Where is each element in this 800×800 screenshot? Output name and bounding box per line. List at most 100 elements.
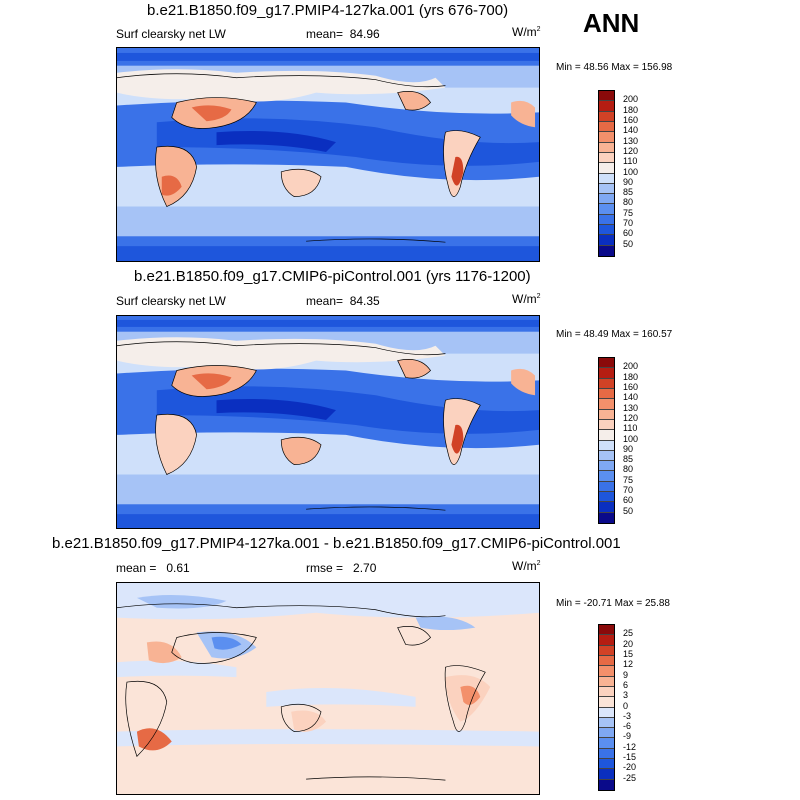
panel3-rmse-label: rmse = — [306, 561, 344, 575]
panel2-units-text: W/m — [512, 292, 537, 306]
panel3-min-label: Min = — [556, 598, 581, 609]
panel3-map — [116, 582, 540, 795]
panel2-colorbar-swatch — [599, 388, 614, 400]
panel1-colorbar-swatch — [599, 245, 614, 256]
panel1-mean-value: 84.96 — [349, 27, 380, 41]
panel1-colorbar-tick-label: 80 — [623, 197, 634, 208]
panel2-mean-value: 84.35 — [349, 294, 380, 308]
panel3-max-label: Max = — [614, 598, 643, 609]
panel3-colorbar-tick-label: -12 — [623, 741, 637, 752]
panel3-colorbar-tick-label: -20 — [623, 762, 637, 773]
panel2-mean-label: mean= — [306, 294, 344, 308]
panel2-colorbar-swatch — [599, 492, 614, 503]
panel2-colorbar-tick-label: 75 — [623, 474, 634, 485]
panel1-colorbar-tick-label: 85 — [623, 187, 634, 198]
panel3-colorbar-swatch — [599, 686, 614, 698]
panel1-mean: mean= 84.96 — [306, 27, 380, 41]
panel2-colorbar-swatch — [599, 440, 614, 451]
panel3-colorbar-swatch — [599, 738, 614, 749]
panel2-colorbar-tick-label: 180 — [623, 371, 639, 382]
panel3-colorbar-tick-label: 20 — [623, 638, 634, 649]
panel3-rmse: rmse = 2.70 — [306, 561, 376, 575]
panel1-units-text: W/m — [512, 25, 537, 39]
panel2-min-value: 48.49 — [583, 329, 609, 340]
panel1-colorbar-tick-label: 200 — [623, 94, 639, 105]
panel2-colorbar-tick-label: 80 — [623, 464, 634, 475]
panel1-colorbar-swatch — [599, 163, 614, 174]
panel3-minmax: Min = -20.71 Max = 25.88 — [556, 598, 670, 609]
panel3-colorbar-swatch — [599, 666, 614, 677]
panel3-mean-label: mean = — [116, 561, 157, 575]
panel1-colorbar-tick-label: 90 — [623, 176, 634, 187]
panel1-colorbar-swatch — [599, 111, 614, 122]
panel3-colorbar-tick-label: -15 — [623, 752, 637, 763]
panel3-colorbar-tick-label: 6 — [623, 679, 629, 690]
panel2-mean: mean= 84.35 — [306, 294, 380, 308]
panel1-colorbar-swatch — [599, 214, 614, 226]
panel2-minmax: Min = 48.49 Max = 160.57 — [556, 329, 672, 340]
panel3-colorbar-swatch — [599, 635, 614, 646]
panel3-units-text: W/m — [512, 559, 537, 573]
panel3-colorbar-swatch — [599, 707, 614, 718]
panel3-colorbar-swatch — [599, 779, 614, 790]
panel3-colorbar-swatch — [599, 717, 614, 729]
panel1-mean-label: mean= — [306, 27, 344, 41]
panel2-colorbar-tick-label: 200 — [623, 361, 639, 372]
panel1-colorbar-tick-label: 50 — [623, 238, 634, 249]
season-label: ANN — [583, 8, 640, 38]
panel3-colorbar-tick-label: -6 — [623, 721, 632, 732]
panel3-colorbar-tick-label: 9 — [623, 669, 629, 680]
panel3-colorbar-tick-label: 12 — [623, 659, 634, 670]
panel1-colorbar-tick-label: 130 — [623, 135, 639, 146]
panel2-colorbar-tick-label: 160 — [623, 381, 639, 392]
panel1-colorbar-swatch — [599, 101, 614, 112]
panel1-colorbar-tick-label: 120 — [623, 145, 639, 156]
panel2-colorbar-tick-label: 85 — [623, 454, 634, 465]
panel2-variable: Surf clearsky net LW — [116, 294, 226, 308]
panel1-colorbar-swatch — [599, 132, 614, 143]
panel3-colorbar-swatch — [599, 625, 614, 636]
panel3-mean: mean = 0.61 — [116, 561, 190, 575]
panel1-colorbar-tick-label: 160 — [623, 114, 639, 125]
panel3-colorbar-tick-label: 0 — [623, 700, 629, 711]
panel1-variable: Surf clearsky net LW — [116, 27, 226, 41]
panel1-colorbar-tick-label: 75 — [623, 207, 634, 218]
panel2-colorbar-swatch — [599, 512, 614, 523]
panel1-colorbar-swatch — [599, 225, 614, 236]
panel2-colorbar-tick-label: 120 — [623, 412, 639, 423]
panel1-max-value: 156.98 — [641, 62, 673, 73]
panel2-colorbar-tick-label: 130 — [623, 402, 639, 413]
panel1-colorbar-swatch — [599, 142, 614, 153]
panel2-colorbar-swatch — [599, 378, 614, 389]
panel2-colorbar — [598, 357, 615, 524]
panel1-colorbar-swatch — [599, 235, 614, 246]
panel2-map — [116, 315, 540, 529]
panel3-colorbar-tick-label: 25 — [623, 628, 634, 639]
panel3-title: b.e21.B1850.f09_g17.PMIP4-127ka.001 - b.… — [52, 535, 621, 552]
panel3-colorbar-tick-label: 3 — [623, 690, 629, 701]
panel3-colorbar — [598, 624, 615, 791]
panel2-min-label: Min = — [556, 329, 581, 340]
panel1-colorbar-swatch — [599, 183, 614, 195]
panel1-colorbar-tick-label: 140 — [623, 125, 639, 136]
panel2-colorbar-swatch — [599, 399, 614, 410]
panel3-rmse-value: 2.70 — [353, 561, 377, 575]
panel1-colorbar-swatch — [599, 173, 614, 184]
panel1-units: W/m2 — [512, 25, 541, 39]
panel1-max-label: Max = — [611, 62, 639, 73]
panel2-colorbar-tick-label: 100 — [623, 433, 639, 444]
panel2-max-label: Max = — [611, 329, 639, 340]
panel2-colorbar-swatch — [599, 471, 614, 482]
panel3-min-value: -20.71 — [583, 598, 612, 609]
panel2-colorbar-tick-label: 140 — [623, 392, 639, 403]
panel3-units-exp: 2 — [536, 560, 541, 567]
panel3-colorbar-tick-label: -25 — [623, 772, 637, 783]
panel1-title: b.e21.B1850.f09_g17.PMIP4-127ka.001 (yrs… — [147, 2, 509, 19]
panel3-colorbar-tick-label: -3 — [623, 710, 632, 721]
panel2-units-exp: 2 — [536, 293, 541, 300]
panel3-colorbar-tick-label: 15 — [623, 648, 634, 659]
panel2-colorbar-swatch — [599, 450, 614, 462]
panel2-colorbar-tick-label: 60 — [623, 495, 634, 506]
panel1-colorbar-tick-label: 70 — [623, 218, 634, 229]
panel3-mean-value: 0.61 — [166, 561, 190, 575]
